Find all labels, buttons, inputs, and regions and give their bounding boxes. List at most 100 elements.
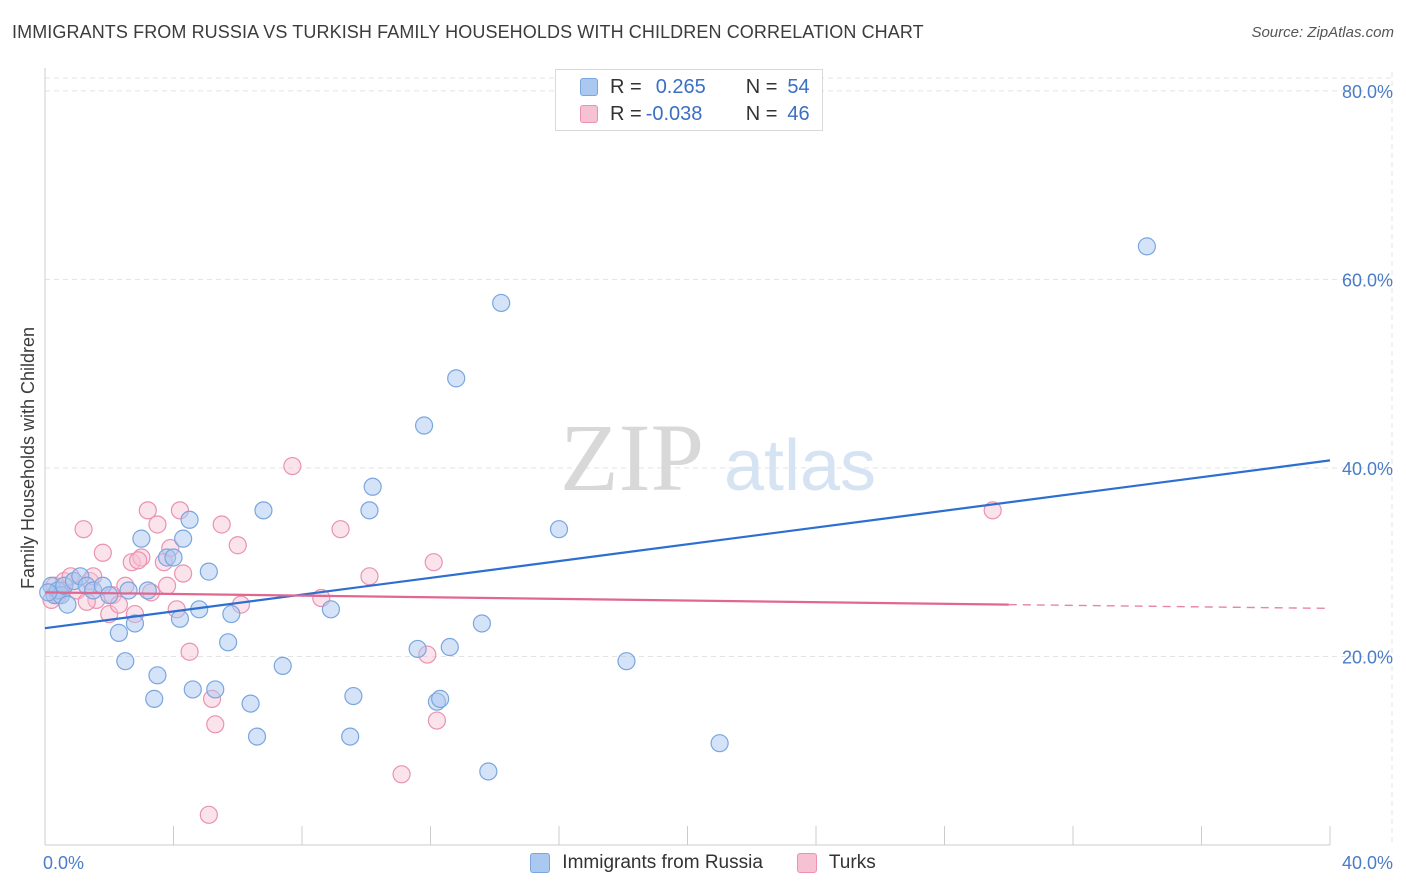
russia-point <box>447 369 466 388</box>
x-tick-label-end: 40.0% <box>1342 853 1393 873</box>
russia-point <box>617 652 636 671</box>
turks-point <box>283 456 302 476</box>
series-legend-label-turks: Turks <box>828 852 876 873</box>
legend-r-label: R = <box>610 75 642 98</box>
turks-point <box>132 548 151 567</box>
legend-n-label: N = <box>745 75 778 98</box>
y-tick-label: 80.0% <box>1342 82 1393 102</box>
russia-point <box>549 520 569 539</box>
trend-lines <box>44 459 1331 630</box>
legend-swatch-russia <box>580 78 598 96</box>
russia-point <box>125 614 145 633</box>
watermark: ZIP atlas <box>560 404 876 511</box>
russia-point <box>479 762 498 781</box>
russia-point <box>414 416 434 435</box>
chart-source: Source: ZipAtlas.com <box>1251 24 1394 41</box>
russia-point <box>164 548 183 567</box>
turks-point <box>212 515 231 534</box>
turks-trend-line <box>44 591 1009 606</box>
russia-point <box>58 595 77 614</box>
russia-point <box>109 623 128 642</box>
series-legend-russia: Immigrants from Russia <box>530 852 763 874</box>
russia-point <box>241 694 260 713</box>
legend-n-value: 54 <box>787 75 810 98</box>
russia-point <box>170 609 190 628</box>
russia-point <box>1137 237 1156 256</box>
turks-point <box>122 553 141 572</box>
watermark-atlas: atlas <box>724 426 876 506</box>
legend-r-label: R = <box>610 102 642 125</box>
turks-point <box>360 567 379 586</box>
russia-point <box>431 689 450 708</box>
russia-point <box>344 686 363 706</box>
correlation-legend: R = 0.265 N = 54 R = -0.038 N = 46 <box>555 69 823 131</box>
russia-point <box>199 562 218 581</box>
legend-swatch-turks <box>580 105 598 123</box>
russia-point <box>273 656 292 675</box>
legend-r-value: -0.038 <box>645 102 703 125</box>
turks-point <box>331 520 350 539</box>
chart-title: IMMIGRANTS FROM RUSSIA VS TURKISH FAMILY… <box>12 22 924 42</box>
turks-point <box>157 576 177 595</box>
russia-point <box>321 600 341 619</box>
russia-point <box>219 633 238 652</box>
turks-point <box>228 536 247 555</box>
series-legend-swatch-turks <box>796 853 817 873</box>
russia-point <box>472 614 491 633</box>
legend-n-value: 46 <box>787 102 810 125</box>
turks-point <box>180 642 199 661</box>
turks-point <box>206 715 225 734</box>
series-russia-points <box>39 237 1156 781</box>
russia-point <box>116 652 135 671</box>
turks-point <box>138 501 157 520</box>
turks-point <box>424 553 443 572</box>
turks-point <box>148 515 167 534</box>
russia-point <box>100 586 119 605</box>
turks-trend-extension <box>1008 603 1331 610</box>
y-axis-label: Family Households with Children <box>18 327 38 589</box>
series-legend-swatch-russia <box>530 853 551 873</box>
turks-point <box>392 765 411 784</box>
legend-row-russia: R = 0.265 N = 54 <box>580 74 810 100</box>
russia-point <box>148 666 167 685</box>
turks-point <box>93 543 112 562</box>
turks-point <box>174 564 193 583</box>
russia-point <box>440 637 459 657</box>
legend-row-turks: R = -0.038 N = 46 <box>580 101 810 127</box>
legend-r-value: 0.265 <box>655 75 706 98</box>
russia-point <box>174 529 193 548</box>
series-legend-turks: Turks <box>796 852 876 874</box>
russia-point <box>132 529 151 548</box>
russia-point <box>254 501 273 520</box>
turks-point <box>199 805 218 824</box>
russia-point <box>363 477 382 496</box>
series-legend: Immigrants from Russia Turks <box>0 852 1406 874</box>
turks-point <box>74 520 93 539</box>
russia-point <box>145 689 164 708</box>
y-tick-label: 40.0% <box>1342 459 1393 479</box>
russia-point <box>408 639 427 659</box>
russia-point <box>710 734 729 753</box>
axes <box>44 68 1331 846</box>
x-tick-label-start: 0.0% <box>43 853 84 873</box>
turks-point <box>129 551 148 570</box>
russia-point <box>492 293 511 313</box>
russia-point <box>180 510 199 529</box>
series-legend-label-russia: Immigrants from Russia <box>562 852 763 873</box>
legend-n-label: N = <box>745 102 778 125</box>
watermark-zip: ZIP <box>560 404 704 511</box>
russia-point <box>119 581 138 600</box>
y-tick-label: 20.0% <box>1342 647 1393 667</box>
series-turks-points <box>42 456 1002 824</box>
russia-trend-line <box>44 459 1331 630</box>
russia-point <box>183 680 202 699</box>
y-tick-label: 60.0% <box>1342 270 1393 290</box>
tick-labels: 20.0% 40.0% 60.0% 80.0% 0.0% 40.0% <box>43 82 1393 873</box>
russia-point <box>341 727 360 746</box>
russia-point <box>360 501 379 520</box>
russia-point <box>138 581 157 600</box>
russia-point <box>206 680 225 699</box>
turks-point <box>427 711 447 730</box>
turks-point <box>983 501 1002 520</box>
